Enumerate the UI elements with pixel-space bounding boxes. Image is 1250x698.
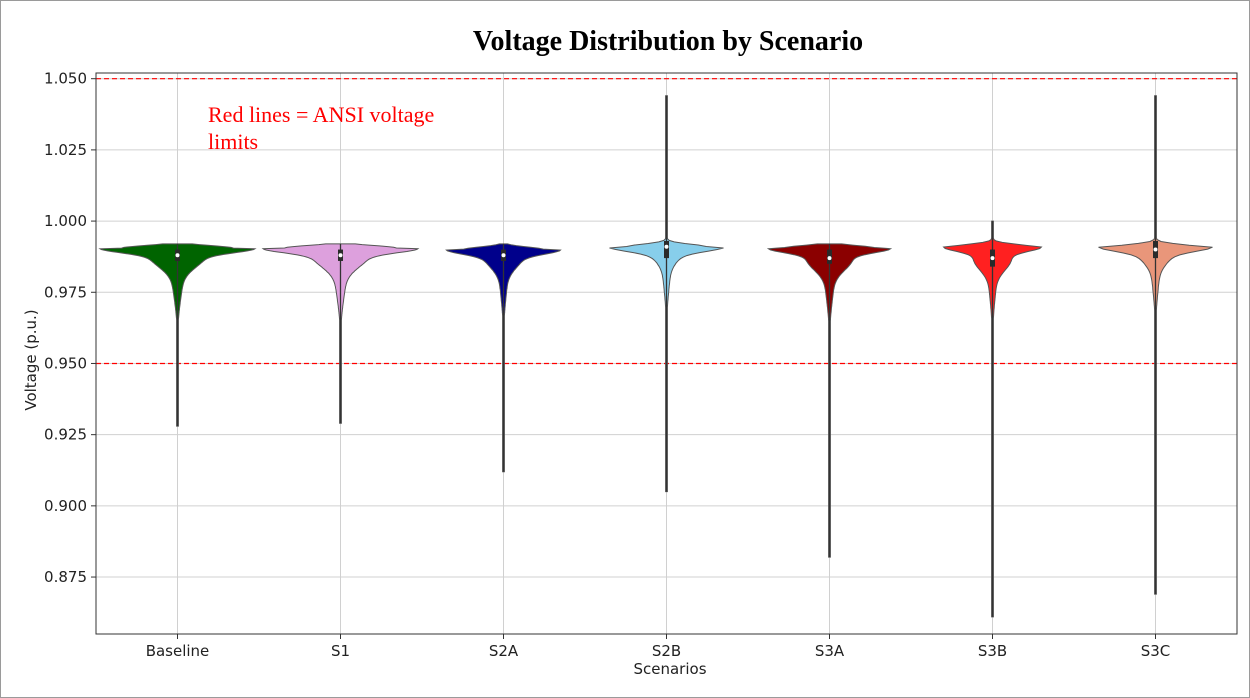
y-tick-label: 1.025 bbox=[44, 141, 87, 159]
x-tick-label: S2A bbox=[489, 642, 519, 660]
violin-s1 bbox=[261, 243, 420, 424]
chart-title: Voltage Distribution by Scenario bbox=[473, 26, 863, 57]
x-axis-ticks: Baseline S1 S2A S2B S3A S3B S3C bbox=[146, 634, 1171, 660]
violin-s2b bbox=[609, 95, 724, 493]
y-tick-label: 0.975 bbox=[44, 283, 87, 301]
x-axis-label: Scenarios bbox=[633, 660, 706, 678]
violin-s3c bbox=[1098, 95, 1213, 595]
y-tick-label: 0.875 bbox=[44, 568, 87, 586]
violin-median-dot bbox=[990, 256, 995, 261]
violin-median-dot bbox=[175, 253, 180, 258]
plot-area bbox=[95, 72, 1238, 635]
annotation-line-1: Red lines = ANSI voltage bbox=[208, 102, 434, 127]
violin-median-dot bbox=[338, 253, 343, 258]
x-tick-label: S3B bbox=[978, 642, 1007, 660]
y-tick-label: 1.000 bbox=[44, 212, 87, 230]
y-axis-label: Voltage (p.u.) bbox=[22, 309, 40, 410]
y-axis-ticks: 0.875 0.900 0.925 0.950 0.975 1.000 1.025 1.050 bbox=[44, 70, 96, 586]
violin-median-dot bbox=[827, 256, 832, 261]
x-tick-label: S2B bbox=[652, 642, 681, 660]
x-tick-label: Baseline bbox=[146, 642, 210, 660]
violin-s3b bbox=[942, 220, 1043, 618]
violin-baseline bbox=[98, 243, 257, 427]
violin-median-dot bbox=[1153, 247, 1158, 252]
y-tick-label: 1.050 bbox=[44, 70, 87, 88]
x-tick-label: S3C bbox=[1141, 642, 1171, 660]
annotation-line-2: limits bbox=[208, 129, 258, 154]
x-tick-label: S1 bbox=[331, 642, 350, 660]
y-tick-label: 0.925 bbox=[44, 426, 87, 444]
violin-s2a bbox=[445, 243, 562, 473]
violin-iqr-box bbox=[664, 241, 669, 259]
violin-median-dot bbox=[664, 244, 669, 249]
violins bbox=[98, 95, 1213, 618]
y-tick-label: 0.950 bbox=[44, 354, 87, 372]
violin-s3a bbox=[766, 243, 893, 558]
violin-median-dot bbox=[501, 253, 506, 258]
y-tick-label: 0.900 bbox=[44, 497, 87, 515]
x-tick-label: S3A bbox=[815, 642, 845, 660]
